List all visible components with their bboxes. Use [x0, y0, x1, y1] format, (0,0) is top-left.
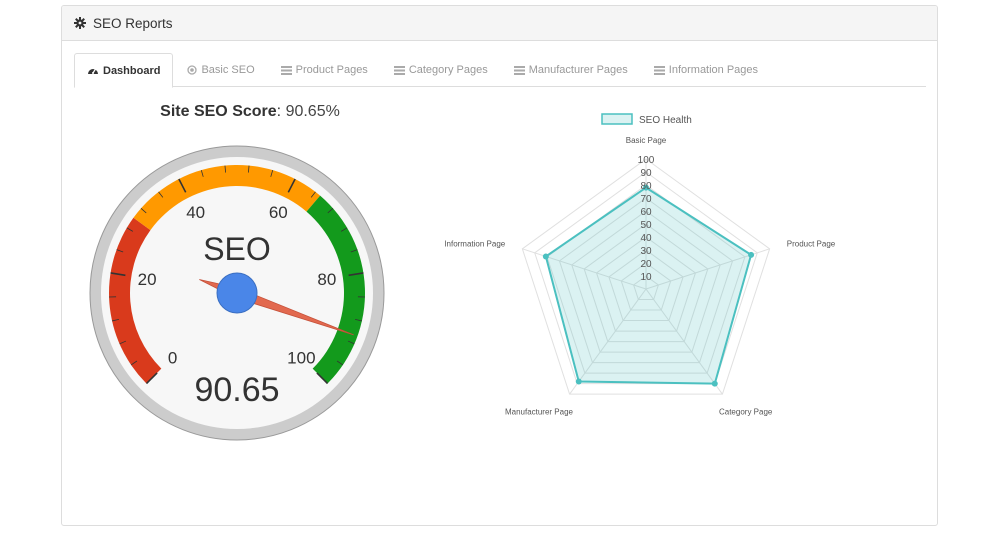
gauge-tick — [200, 169, 204, 177]
gauge-tick — [327, 208, 334, 214]
gauge-tick — [116, 249, 124, 253]
radar-point — [542, 253, 549, 260]
radar-grid — [583, 223, 709, 343]
radar-grid — [558, 197, 734, 364]
radar-category-label: Basic Page — [626, 136, 667, 145]
gauge-tick — [178, 178, 187, 193]
gauge-tick — [224, 165, 227, 173]
gauge-tick — [126, 227, 134, 232]
dashboard-icon — [88, 68, 98, 74]
gauge-tick — [145, 372, 158, 385]
gauge-title: SEO — [203, 231, 271, 267]
radar-tick-label: 40 — [640, 233, 652, 244]
tab-manufacturer-pages[interactable]: Manufacturer Pages — [502, 53, 640, 87]
legend-swatch — [601, 113, 633, 125]
report-tabs: Dashboard Basic SEO Product Pages Cate — [74, 53, 926, 88]
radar-category-label: Category Page — [719, 408, 773, 417]
radar-tick-label: 70 — [640, 194, 652, 205]
gauge-band-2 — [306, 195, 366, 384]
gauge-tick — [340, 227, 348, 232]
radar-tick-label: 60 — [640, 207, 652, 218]
radar-tick-label: 30 — [640, 246, 652, 257]
tab-label: Basic SEO — [201, 64, 255, 76]
tab-category-pages[interactable]: Category Pages — [382, 53, 500, 87]
radar-grid — [521, 158, 771, 395]
radar-tick-label: 80 — [640, 181, 652, 192]
panel-title: SEO Reports — [93, 15, 173, 31]
tab-label: Product Pages — [295, 64, 368, 76]
radar-point — [575, 378, 582, 385]
radar-grid — [534, 171, 758, 385]
radar-grid — [571, 210, 721, 353]
radar-category-label: Information Page — [444, 239, 505, 248]
gauge-tick-label: 60 — [269, 203, 288, 222]
radar-grid — [595, 236, 697, 332]
list-icon — [393, 65, 405, 75]
radar-category-label: Manufacturer Page — [505, 408, 574, 417]
gauge-tick — [348, 272, 364, 277]
gauge-tick — [247, 165, 250, 173]
seo-gauge: 0 20 40 60 80 100 SEO 90.65 — [89, 145, 385, 441]
score-value: 90.65% — [285, 103, 340, 120]
list-icon — [513, 65, 525, 75]
gauge-value: 90.65 — [194, 371, 279, 409]
tab-label: Category Pages — [408, 64, 488, 76]
gauge-tick-label: 100 — [287, 348, 315, 367]
tab-label: Manufacturer Pages — [528, 64, 628, 76]
tab-basic-seo[interactable]: Basic SEO — [175, 53, 266, 87]
tab-label: Information Pages — [668, 64, 759, 76]
gauge-tick — [350, 249, 358, 253]
tab-information-pages[interactable]: Information Pages — [642, 53, 770, 87]
radar-grid — [608, 249, 684, 322]
gear-icon — [74, 17, 86, 29]
gauge-tick — [270, 169, 274, 177]
gauge-tick — [130, 360, 138, 366]
radar-grid — [633, 275, 659, 301]
radar-grid — [620, 262, 672, 311]
radar-tick-label: 100 — [638, 155, 655, 166]
tab-dashboard[interactable]: Dashboard — [74, 53, 174, 88]
gauge-tick-label: 40 — [186, 203, 205, 222]
gauge-tick-label: 20 — [138, 270, 157, 289]
radar-point — [748, 251, 755, 258]
gauge-tick — [158, 191, 164, 198]
list-icon — [653, 65, 665, 75]
gauge-tick — [347, 340, 355, 345]
list-icon — [280, 65, 292, 75]
seo-health-radar-chart: SEO Health 10 20 30 40 50 60 70 80 90 100 Basic Pag… — [444, 113, 836, 417]
score-label: Site SEO Score — [160, 103, 277, 120]
gauge-tick — [110, 272, 126, 277]
legend-label: SEO Health — [639, 115, 692, 126]
gauge-tick — [310, 191, 316, 198]
gauge-tick-label: 80 — [317, 270, 336, 289]
radar-spoke — [569, 288, 647, 395]
tab-product-pages[interactable]: Product Pages — [269, 53, 380, 87]
circle-icon — [187, 65, 198, 75]
radar-spoke — [645, 288, 723, 395]
radar-series-area — [544, 186, 753, 385]
gauge-tick — [354, 319, 363, 322]
gauge-tick — [119, 340, 127, 345]
site-seo-score: Site SEO Score: 90.65% — [160, 103, 340, 120]
radar-tick-label: 20 — [640, 259, 652, 270]
radar-point — [711, 380, 718, 387]
radar-category-label: Product Page — [787, 239, 836, 248]
radar-tick-label: 50 — [640, 220, 652, 231]
gauge-hub — [216, 272, 258, 314]
tab-label: Dashboard — [103, 64, 161, 77]
gauge-tick-label: 0 — [168, 348, 177, 367]
radar-tick-label: 10 — [640, 272, 652, 283]
radar-point — [643, 184, 649, 191]
gauge-tick — [111, 319, 120, 322]
gauge-tick — [336, 360, 344, 366]
gauge-tick — [140, 208, 147, 214]
radar-spoke — [522, 248, 647, 290]
panel-heading: SEO Reports — [62, 6, 937, 41]
gauge-tick — [287, 178, 296, 193]
radar-tick-label: 90 — [640, 168, 652, 179]
gauge-band-0 — [108, 217, 162, 384]
gauge-tick — [316, 372, 329, 385]
